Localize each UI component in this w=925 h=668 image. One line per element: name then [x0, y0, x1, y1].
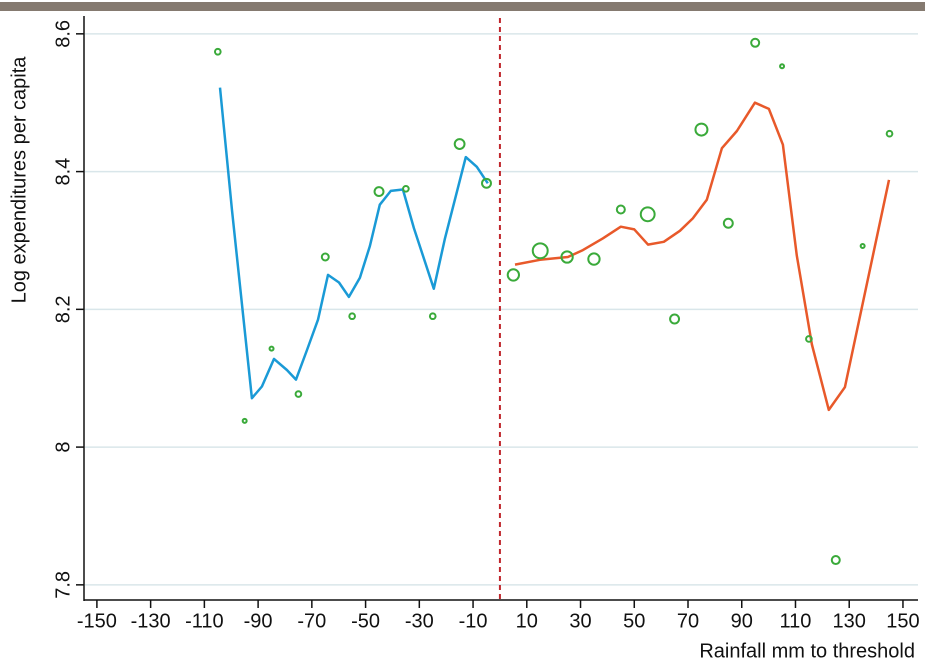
y-tick-label: 8.2 — [52, 295, 74, 323]
point — [560, 250, 574, 264]
point — [373, 186, 385, 198]
point — [481, 177, 492, 189]
y-tick-label: 7.8 — [52, 571, 74, 599]
x-tick-label: -10 — [459, 610, 488, 632]
point — [587, 252, 601, 266]
point — [531, 242, 549, 260]
point — [805, 335, 813, 343]
fit-line — [514, 101, 891, 412]
point — [428, 312, 437, 321]
x-tick-label: 70 — [677, 610, 699, 632]
x-tick-label: -70 — [297, 610, 326, 632]
x-tick-label: 90 — [731, 610, 753, 632]
point — [615, 204, 626, 215]
x-tick-label: -30 — [405, 610, 434, 632]
x-tick-label: 110 — [780, 610, 812, 632]
x-tick-label: 150 — [886, 610, 919, 632]
top-bar — [0, 2, 925, 11]
point — [241, 417, 248, 424]
point — [320, 252, 330, 262]
point — [348, 312, 356, 321]
x-tick-label: 10 — [516, 610, 538, 632]
x-tick-label: 30 — [569, 610, 591, 632]
point — [268, 345, 275, 352]
point — [669, 313, 681, 325]
point — [750, 37, 761, 48]
x-tick-label: -110 — [185, 610, 224, 632]
y-tick-label: 8.6 — [52, 20, 74, 48]
x-tick-label: -130 — [131, 610, 171, 632]
point — [402, 184, 410, 193]
x-tick-label: -90 — [244, 610, 273, 632]
point — [453, 138, 466, 150]
x-tick-label: 130 — [833, 610, 866, 632]
point — [885, 129, 894, 138]
point — [639, 206, 656, 223]
point — [722, 217, 734, 229]
y-tick-label: 8 — [52, 442, 74, 453]
point — [294, 390, 303, 398]
x-axis-label: Rainfall mm to threshold — [699, 640, 915, 662]
x-tick-label: 50 — [623, 610, 645, 632]
point — [830, 555, 841, 566]
point — [859, 242, 866, 249]
fit-line — [218, 87, 489, 400]
point — [779, 63, 786, 70]
y-tick-label: 8.4 — [52, 158, 74, 186]
point — [213, 47, 222, 56]
point — [506, 268, 521, 282]
point — [694, 122, 709, 137]
y-axis-label: Log expenditures per capita — [8, 56, 30, 304]
x-tick-label: -150 — [77, 610, 117, 632]
x-tick-label: -50 — [351, 610, 380, 632]
